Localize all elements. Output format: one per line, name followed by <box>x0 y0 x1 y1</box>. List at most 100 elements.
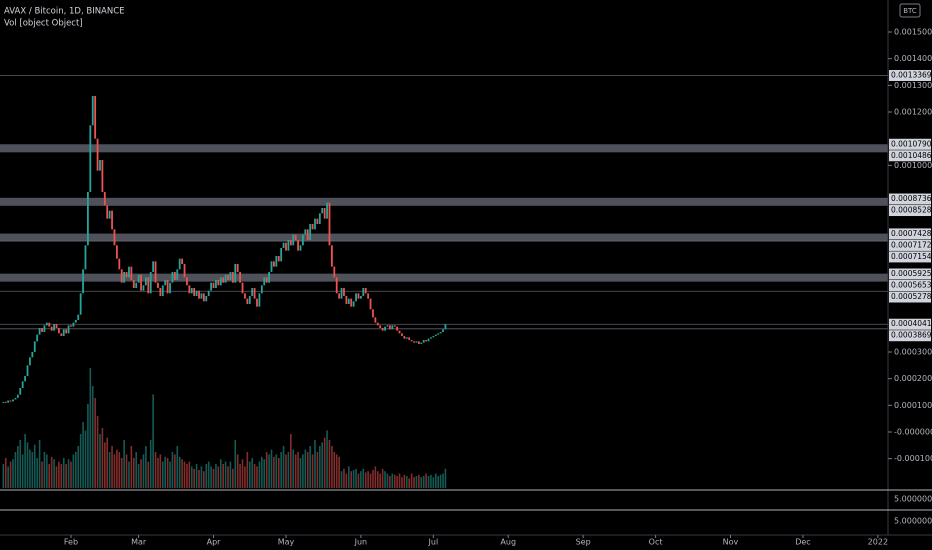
volume-bar <box>258 461 261 488</box>
candle <box>355 293 357 302</box>
candle <box>176 269 179 280</box>
candle <box>289 240 292 246</box>
volume-bar <box>135 452 138 488</box>
volume-bar <box>246 452 249 488</box>
volume-bar <box>270 449 273 488</box>
candle <box>142 285 145 291</box>
volume-bar <box>4 458 7 488</box>
volume-bar <box>75 452 77 488</box>
candle <box>297 240 299 251</box>
candle <box>67 325 70 334</box>
price-tag-label: 0.00056534 <box>891 281 932 290</box>
volume-bar <box>280 452 282 488</box>
volume-bar <box>186 464 188 488</box>
volume-bar <box>164 456 167 488</box>
candle <box>444 324 447 330</box>
volume-bar <box>316 452 319 488</box>
volume-bar <box>77 446 80 488</box>
volume-bar <box>140 459 142 488</box>
candle <box>321 208 324 214</box>
candle <box>292 234 295 246</box>
volume-bar <box>410 473 413 488</box>
candle <box>113 229 116 246</box>
volume-bar <box>263 459 266 488</box>
candle <box>302 234 304 246</box>
candle <box>215 280 217 288</box>
candle <box>398 330 401 334</box>
candle <box>193 288 196 296</box>
volume-bar <box>212 468 215 488</box>
volume-bar <box>374 466 377 488</box>
volume-bar <box>290 434 292 488</box>
volume-bar <box>91 386 94 488</box>
candle <box>89 125 92 192</box>
candle <box>62 329 65 336</box>
price-tag <box>889 251 931 263</box>
volume-bar <box>38 440 41 488</box>
price-tag-label: 0.00059250 <box>891 269 932 278</box>
volume-bar <box>181 459 183 488</box>
pane-tick-label: 5.00000000 <box>894 517 932 526</box>
x-tick-label: Jun <box>354 538 368 547</box>
candle <box>159 288 162 296</box>
volume-bar <box>50 456 53 488</box>
volume-bar <box>227 466 229 488</box>
price-tag-label: 0.00087365 <box>891 194 932 203</box>
candle <box>338 293 341 299</box>
candle <box>125 272 128 278</box>
candle <box>173 272 176 280</box>
candle <box>340 288 343 299</box>
candle <box>415 341 418 343</box>
volume-bar <box>178 456 181 488</box>
candle <box>166 280 169 294</box>
volume-bar <box>104 442 106 488</box>
candle <box>224 274 227 283</box>
volume-bar <box>48 464 51 488</box>
volume-bar <box>215 464 217 488</box>
volume-bar <box>120 458 123 488</box>
volume-bar <box>362 468 365 488</box>
volume-bar <box>277 458 280 488</box>
volume-bar <box>437 476 439 488</box>
candle <box>314 218 316 230</box>
candle <box>268 272 270 283</box>
candle <box>287 240 290 251</box>
price-tag-label: 0.00038694 <box>891 331 932 340</box>
volume-bar <box>415 476 418 488</box>
candle <box>350 298 353 307</box>
candle <box>248 296 251 304</box>
volume-bar <box>99 434 101 488</box>
volume-bar <box>268 454 270 488</box>
candle <box>403 336 406 339</box>
candle <box>120 269 123 283</box>
volume-bar <box>79 434 82 488</box>
candle <box>311 224 314 230</box>
candle <box>432 336 435 338</box>
candle <box>309 224 312 240</box>
price-tag <box>889 239 931 251</box>
candle <box>299 245 302 251</box>
volume-bar <box>403 474 406 488</box>
candle <box>376 322 379 326</box>
price-tag-label: 0.00085287 <box>891 206 932 215</box>
candle <box>152 261 155 272</box>
candle <box>410 340 413 342</box>
volume-bar <box>219 459 222 488</box>
price-tag <box>889 193 931 205</box>
price-tag <box>889 291 931 303</box>
volume-bar <box>273 456 275 488</box>
candle <box>164 280 167 286</box>
volume-bar <box>142 454 145 488</box>
currency-badge[interactable] <box>899 3 921 18</box>
candle <box>229 272 232 280</box>
volume-bar <box>17 446 19 488</box>
volume-bar <box>210 466 212 488</box>
candle <box>72 322 75 327</box>
volume-bar <box>331 446 333 488</box>
volume-bar <box>152 394 154 488</box>
volume-bar <box>253 464 256 488</box>
candle <box>195 290 198 296</box>
candle <box>144 277 147 286</box>
candle <box>147 277 150 294</box>
candle <box>422 340 425 343</box>
